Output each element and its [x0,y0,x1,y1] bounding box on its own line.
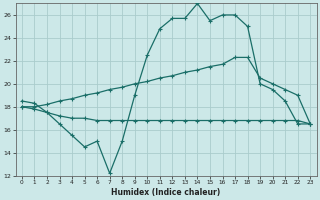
X-axis label: Humidex (Indice chaleur): Humidex (Indice chaleur) [111,188,221,197]
